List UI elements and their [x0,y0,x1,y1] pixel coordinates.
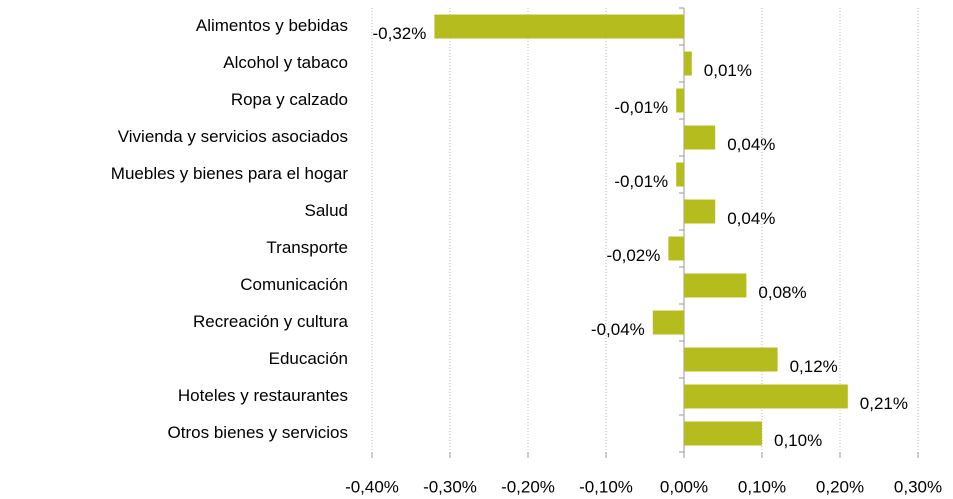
x-tick-label: -0,40% [345,477,399,496]
bar [684,273,747,298]
category-label: Otros bienes y servicios [168,423,348,442]
bar [434,14,684,39]
bar [684,125,716,150]
category-label: Hoteles y restaurantes [178,386,348,405]
value-label: 0,12% [790,357,838,376]
category-label: Educación [269,349,348,368]
bar [684,421,762,446]
x-tick-label: 0,10% [738,477,786,496]
value-label: 0,08% [758,283,806,302]
bar [676,88,684,113]
bar [652,310,684,335]
value-label: 0,01% [704,61,752,80]
category-label: Ropa y calzado [231,90,348,109]
bar [684,51,692,76]
category-label: Salud [305,201,348,220]
category-label: Recreación y cultura [193,312,349,331]
bar [676,162,684,187]
category-label: Comunicación [240,275,348,294]
category-label: Vivienda y servicios asociados [118,127,348,146]
bar [668,236,684,261]
x-tick-label: 0,30% [894,477,942,496]
x-tick-label: 0,00% [660,477,708,496]
x-tick-label: 0,20% [816,477,864,496]
x-tick-label: -0,10% [579,477,633,496]
value-label: -0,01% [614,172,668,191]
category-label: Muebles y bienes para el hogar [111,164,349,183]
value-label: 0,04% [727,135,775,154]
value-label: -0,32% [373,24,427,43]
value-label: -0,02% [607,246,661,265]
x-tick-label: -0,30% [423,477,477,496]
value-label: 0,10% [774,431,822,450]
category-label: Alimentos y bebidas [196,16,348,35]
value-label: 0,21% [860,394,908,413]
value-label: 0,04% [727,209,775,228]
bar [684,384,848,409]
value-label: -0,04% [591,320,645,339]
x-tick-label: -0,20% [501,477,555,496]
bar [684,199,716,224]
category-label: Transporte [266,238,348,257]
category-label: Alcohol y tabaco [223,53,348,72]
value-label: -0,01% [614,98,668,117]
bar [684,347,778,372]
